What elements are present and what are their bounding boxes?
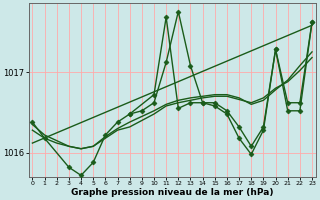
X-axis label: Graphe pression niveau de la mer (hPa): Graphe pression niveau de la mer (hPa) — [71, 188, 274, 197]
